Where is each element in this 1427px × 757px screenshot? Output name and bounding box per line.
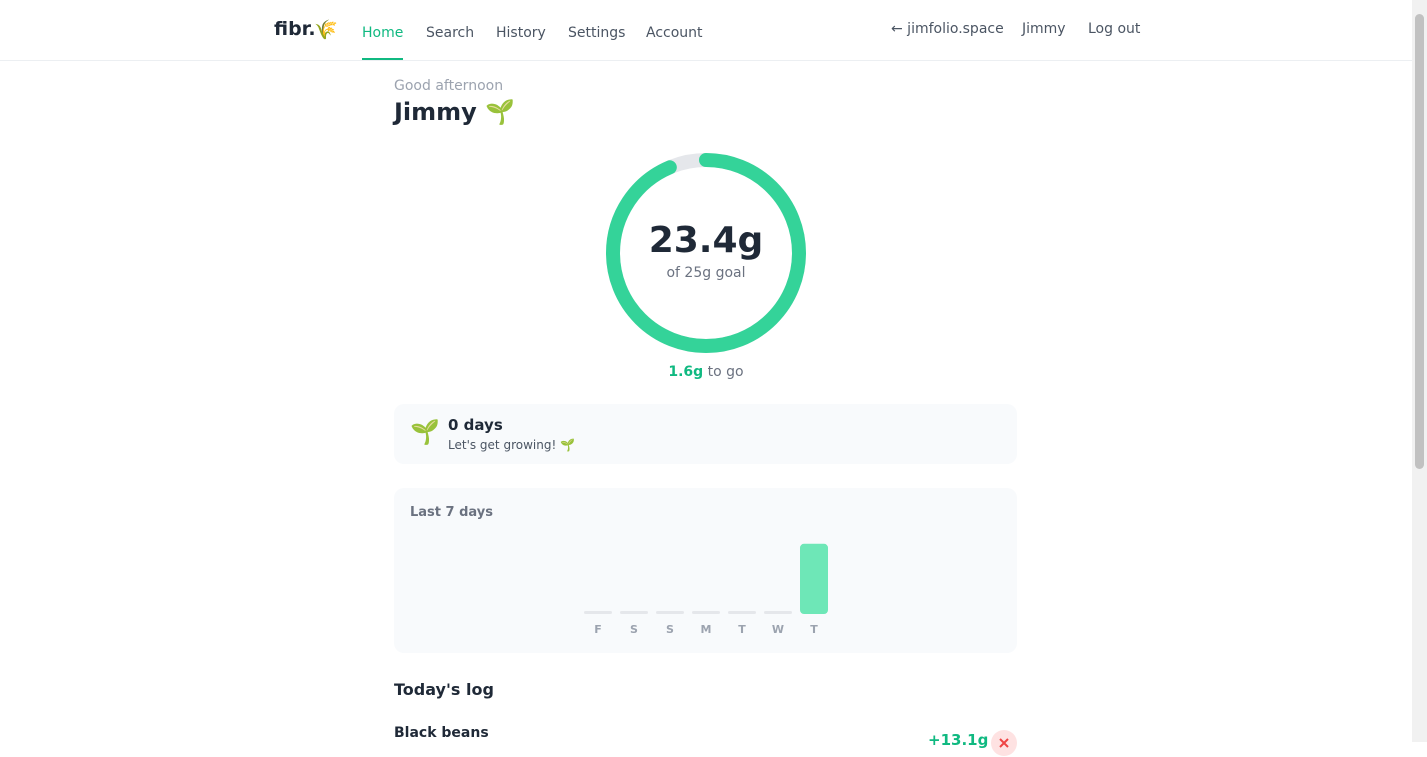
nav-link[interactable]: Search (426, 25, 475, 41)
day-label: M (701, 623, 712, 636)
progress-goal: of 25g goal (666, 265, 746, 281)
day-label: T (810, 623, 818, 636)
logo-icon: 🌾 (314, 19, 338, 41)
nav-link[interactable]: History (496, 25, 546, 41)
streak-title: 0 days (448, 416, 503, 434)
active-underline (362, 58, 403, 60)
scrollbar (1412, 0, 1427, 742)
day-label: S (666, 623, 674, 636)
day-bar (764, 611, 792, 614)
streak-icon: 🌱 (410, 418, 440, 446)
day-label: T (738, 623, 746, 636)
back-link[interactable]: ← jimfolio.space (891, 21, 1004, 37)
day-bar (692, 611, 720, 614)
log-title: Today's log (394, 680, 494, 699)
logout-link[interactable]: Log out (1088, 21, 1141, 37)
logo[interactable]: fibr. (274, 18, 316, 40)
log-item-name: Black beans (394, 725, 489, 741)
ring-progress (606, 153, 806, 353)
scroll-thumb[interactable] (1415, 14, 1424, 469)
streak-message: Let's get growing! 🌱 (448, 438, 576, 452)
progress-ring (606, 153, 806, 353)
log-item-amount: +13.1g (928, 731, 989, 749)
nav-link[interactable]: Account (646, 25, 703, 41)
nav-link[interactable]: Home (362, 25, 404, 41)
streak-card: 🌱 0 days Let's get growing! 🌱 (394, 404, 1017, 464)
day-label: F (594, 623, 602, 636)
day-bar (620, 611, 648, 614)
week-card: Last 7 days F S S M T W T (394, 488, 1017, 653)
remaining-suffix: to go (707, 364, 744, 380)
remaining: 1.6g to go (606, 364, 806, 380)
user-name: Jimmy 🌱 (394, 98, 516, 126)
day-bar (728, 611, 756, 614)
greeting: Good afternoon (394, 78, 504, 94)
delete-button[interactable] (990, 729, 1018, 757)
remaining-amount: 1.6g (668, 364, 704, 380)
day-label: W (772, 623, 784, 636)
day-bar (800, 543, 828, 614)
day-bar (656, 611, 684, 614)
progress-value: 23.4g (648, 220, 764, 261)
day-label: S (630, 623, 638, 636)
week-title: Last 7 days (410, 505, 493, 520)
nav-bar: fibr. 🌾 Home Search History Settings Account… (0, 0, 1412, 61)
nav-link[interactable]: Settings (568, 25, 626, 41)
user-link[interactable]: Jimmy (1022, 21, 1066, 37)
day-bar (584, 611, 612, 614)
